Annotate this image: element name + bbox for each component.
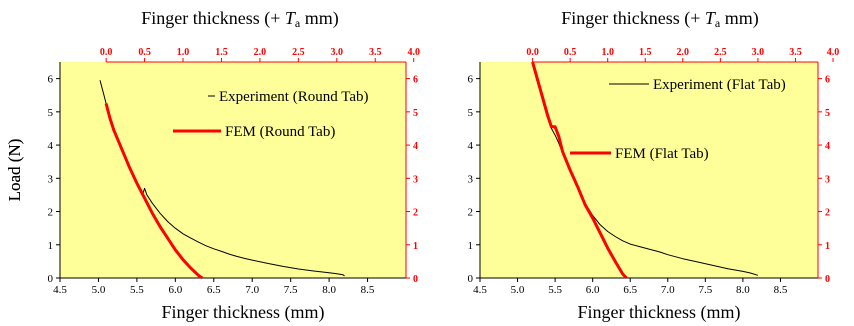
top-axis-title-sub: a [295,16,301,30]
x-tick-label: 7.5 [698,284,712,296]
x-tick-label: 7.5 [284,284,298,296]
right-tick-label: 3 [413,174,418,185]
legend: Experiment (Flat Tab) FEM (Flat Tab) [570,77,786,162]
series-line-fem [104,103,204,280]
right-tick-label: 3 [825,174,830,185]
chart-panel-1: 0 1 2 3 4 5 6 4.5 5.0 5.5 6.0 6.5 7.0 7.5 8.0 8.5 0.0 0.5… [5,8,420,323]
y-tick-label: 0 [468,273,474,285]
legend-label-experiment: Experiment (Round Tab) [219,89,368,105]
x-tick-label: 5.5 [548,284,562,296]
y-tick-label: 5 [48,107,54,119]
right-tick-label: 5 [825,108,830,119]
legend: Experiment (Round Tab) FEM (Round Tab) [173,89,368,140]
top-tick-label: 2.0 [677,47,690,58]
top-tick-label: 1.5 [215,47,228,58]
x-tick-label: 8.5 [774,284,788,296]
top-axis-title-sub: a [715,16,721,30]
plot-background [60,62,406,278]
x-tick-label: 4.5 [53,284,67,296]
right-tick-label: 0 [825,274,830,285]
x-tick-label: 6.0 [586,284,600,296]
right-tick-label: 1 [413,241,418,252]
top-tick-label: 2.5 [714,47,727,58]
top-axis-title-tail: mm) [300,8,339,29]
y-axis-label: Load (N) [5,139,24,202]
x-tick-label: 8.0 [736,284,750,296]
x-tick-label: 6.0 [168,284,182,296]
right-tick-label: 4 [825,141,830,152]
y-tick-label: 2 [468,207,474,219]
x-axis-label: Finger thickness (mm) [578,302,741,323]
y-tick-label: 6 [48,74,54,86]
y-tick-label: 3 [468,173,474,185]
top-tick-label: 0.0 [100,47,113,58]
top-axis-title-italic: T [285,8,297,28]
top-axis-title: Finger thickness (+ Ta mm) [141,8,338,30]
right-tick-label: 0 [413,274,418,285]
legend-label-experiment: Experiment (Flat Tab) [653,77,786,93]
y-tick-label: 1 [48,240,54,252]
x-tick-label: 7.0 [661,284,675,296]
right-tick-label: 1 [825,241,830,252]
right-tick-label: 6 [413,75,418,86]
x-tick-label: 8.0 [322,284,336,296]
right-tick-label: 4 [413,141,418,152]
y-tick-label: 4 [48,140,54,152]
x-tick-label: 5.0 [511,284,525,296]
x-tick-label: 6.5 [207,284,221,296]
top-tick-label: 4.0 [827,47,840,58]
y-axis-label: Load (N) [5,139,24,202]
top-axis-title-main: Finger thickness (+ [141,8,285,29]
top-tick-label: 0.5 [138,47,151,58]
y-tick-label: 4 [468,140,474,152]
x-tick-label: 4.5 [473,284,487,296]
x-tick-label: 5.0 [92,284,106,296]
x-tick-label: 5.5 [130,284,144,296]
right-tick-label: 5 [413,108,418,119]
top-tick-label: 3.5 [369,47,382,58]
top-axis-title: Finger thickness (+ Ta mm) [561,8,758,30]
y-tick-label: 6 [468,74,474,86]
top-tick-label: 0.5 [564,47,577,58]
right-tick-label: 2 [413,208,418,219]
top-axis-title-italic: T [705,8,717,28]
top-tick-label: 2.0 [254,47,267,58]
top-tick-label: 4.0 [407,47,420,58]
top-tick-label: 3.0 [331,47,344,58]
top-axis-title-tail: mm) [720,8,759,29]
top-tick-label: 3.0 [752,47,765,58]
x-tick-label: 8.5 [361,284,375,296]
y-tick-label: 2 [48,207,54,219]
y-tick-label: 1 [468,240,474,252]
top-tick-label: 1.0 [601,47,614,58]
right-tick-label: 2 [825,208,830,219]
series-line-fem [531,61,628,280]
y-tick-label: 5 [468,107,474,119]
y-tick-label: 0 [48,273,54,285]
right-tick-label: 6 [825,75,830,86]
legend-label-fem: FEM (Flat Tab) [615,146,709,162]
plot-background [480,62,818,278]
x-tick-label: 6.5 [623,284,637,296]
top-tick-label: 3.5 [789,47,802,58]
legend-label-fem: FEM (Round Tab) [225,124,335,140]
top-axis-title-main: Finger thickness (+ [561,8,705,29]
top-tick-label: 0.0 [526,47,539,58]
x-tick-label: 7.0 [245,284,259,296]
chart-panel-2: 0 1 2 3 4 5 6 4.5 5.0 5.5 6.0 6.5 7.0 7.5 8.0 8.5 0.0 0.5… [5,8,839,323]
y-tick-label: 3 [48,173,54,185]
top-tick-label: 2.5 [292,47,305,58]
top-tick-label: 1.5 [639,47,652,58]
x-axis-label: Finger thickness (mm) [162,302,325,323]
top-tick-label: 1.0 [177,47,190,58]
